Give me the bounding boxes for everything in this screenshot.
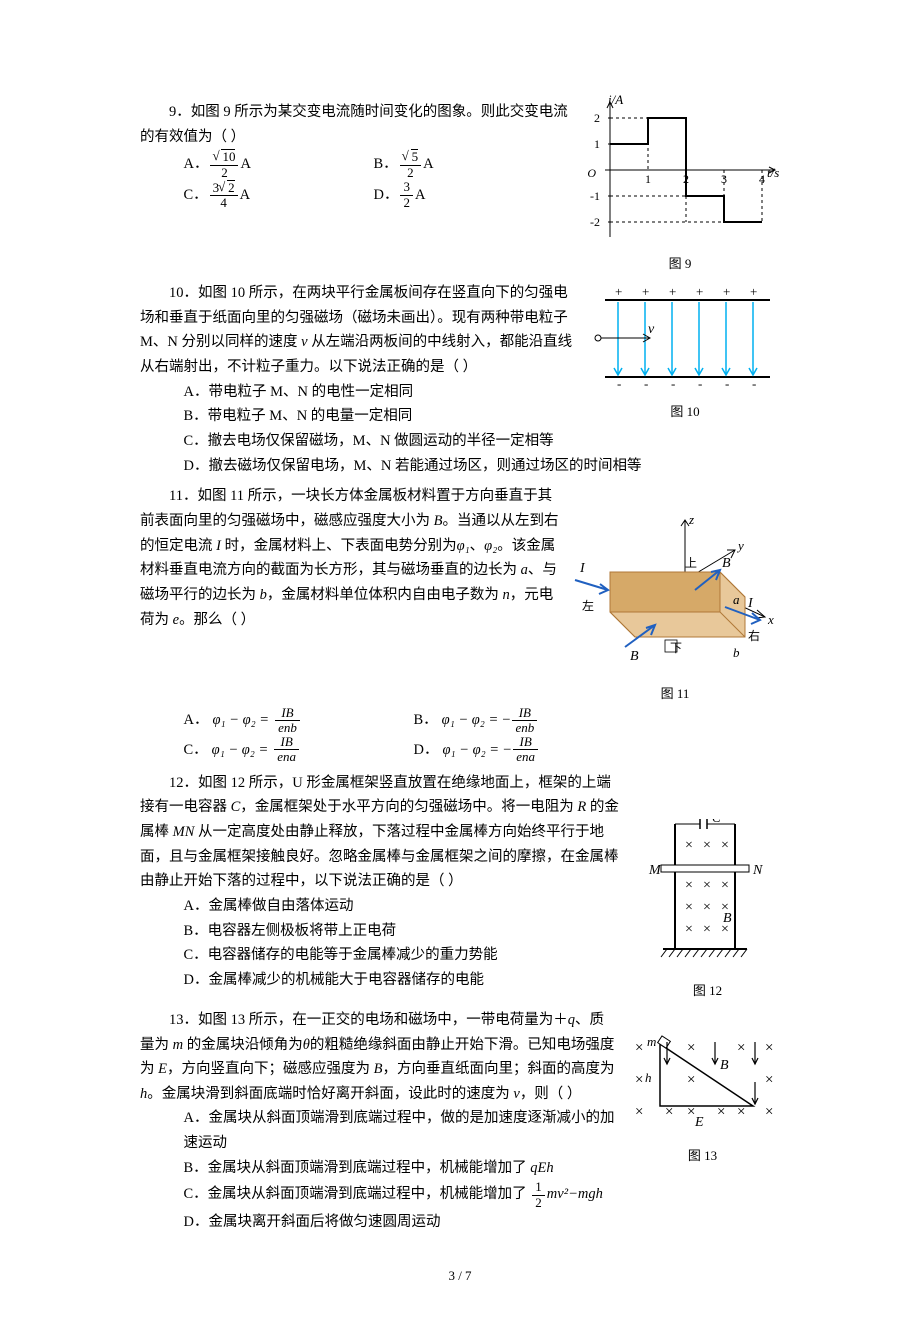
- svg-text:N: N: [752, 863, 763, 878]
- figure-11: z y x I I B B 左: [570, 512, 780, 705]
- question-9: i/A t/s 2 1 O -1 -2 1 2 3 4: [140, 100, 780, 275]
- svg-text:×: ×: [685, 922, 693, 937]
- svg-text:×: ×: [721, 878, 729, 893]
- q9-opt-c: C． 324 A: [184, 180, 334, 211]
- svg-text:×: ×: [687, 1040, 695, 1056]
- svg-text:+: +: [669, 285, 676, 299]
- svg-text:h: h: [645, 1070, 652, 1085]
- svg-text:-: -: [671, 376, 675, 390]
- svg-text:×: ×: [737, 1040, 745, 1056]
- svg-text:m: m: [647, 1034, 656, 1049]
- svg-text:I: I: [747, 596, 754, 611]
- svg-text:2: 2: [594, 111, 600, 125]
- svg-text:t/s: t/s: [767, 165, 779, 180]
- svg-text:C: C: [712, 819, 721, 825]
- svg-text:左: 左: [582, 598, 594, 613]
- svg-text:×: ×: [721, 838, 729, 853]
- svg-text:-: -: [698, 376, 702, 390]
- svg-text:×: ×: [703, 922, 711, 937]
- svg-text:×: ×: [635, 1040, 643, 1056]
- q11-opt-a: A． φ₁ − φ₂ = IBenb: [184, 706, 374, 736]
- figure-10: + + + + + + - - - - - - v 图 10: [590, 285, 780, 423]
- svg-text:B: B: [722, 556, 731, 571]
- svg-text:×: ×: [765, 1104, 773, 1120]
- svg-text:v: v: [648, 322, 655, 337]
- svg-text:-: -: [725, 376, 729, 390]
- svg-text:y: y: [736, 538, 744, 553]
- svg-text:×: ×: [685, 878, 693, 893]
- svg-text:×: ×: [765, 1040, 773, 1056]
- question-10: ++++++ ------ v 图 10 10．如图 10 所示，在两块平行金属…: [140, 281, 780, 478]
- svg-text:+: +: [696, 285, 703, 299]
- figure-13-caption: 图 13: [625, 1145, 780, 1167]
- svg-text:×: ×: [635, 1104, 643, 1120]
- diagram-incline: ×××× ××× ×××××× m h B E: [625, 1034, 780, 1134]
- svg-text:E: E: [694, 1115, 704, 1130]
- svg-text:M: M: [648, 863, 662, 878]
- figure-11-caption: 图 11: [570, 683, 780, 705]
- svg-text:×: ×: [685, 900, 693, 915]
- svg-text:右: 右: [748, 628, 760, 643]
- svg-text:-: -: [617, 376, 621, 390]
- chart-step: i/A t/s 2 1 O -1 -2 1 2 3 4: [580, 92, 780, 242]
- svg-text:×: ×: [635, 1072, 643, 1088]
- svg-text:+: +: [615, 285, 622, 299]
- svg-text:+: +: [750, 285, 757, 299]
- q10-opt-c: C．撤去电场仅保留磁场，M、N 做圆运动的半径一定相等: [140, 429, 780, 454]
- svg-text:+: +: [723, 285, 730, 299]
- svg-text:×: ×: [703, 878, 711, 893]
- svg-text:I: I: [579, 561, 586, 576]
- figure-13: ×××× ××× ×××××× m h B E 图 13: [625, 1034, 780, 1167]
- svg-text:×: ×: [687, 1072, 695, 1088]
- page-number: 3 / 7: [140, 1265, 780, 1287]
- question-11: z y x I I B B 左: [140, 484, 780, 764]
- figure-12: C M N ××× ××× ××× ××× B: [635, 819, 780, 1002]
- svg-text:b: b: [733, 645, 740, 660]
- svg-text:O: O: [587, 166, 596, 180]
- svg-text:×: ×: [685, 838, 693, 853]
- q11-opt-d: D． φ₁ − φ₂ = − IBena: [414, 735, 604, 765]
- question-13: ×××× ××× ×××××× m h B E 图 13 13．如图 13 所示…: [140, 1008, 780, 1235]
- svg-text:×: ×: [765, 1072, 773, 1088]
- diagram-uframe: C M N ××× ××× ××× ××× B: [635, 819, 780, 969]
- question-12: C M N ××× ××× ××× ××× B: [140, 771, 780, 1002]
- svg-text:-2: -2: [590, 215, 600, 229]
- q10-opt-d: D．撤去磁场仅保留电场，M、N 若能通过场区，则通过场区的时间相等: [140, 454, 780, 479]
- svg-text:-1: -1: [590, 189, 600, 203]
- q13-opt-c: C．金属块从斜面顶端滑到底端过程中，机械能增加了 12mv²−mgh: [140, 1180, 780, 1210]
- svg-text:B: B: [723, 911, 732, 926]
- figure-9: i/A t/s 2 1 O -1 -2 1 2 3 4: [580, 92, 780, 275]
- svg-text:a: a: [733, 592, 740, 607]
- svg-text:-: -: [752, 376, 756, 390]
- q13-opt-d: D．金属块离开斜面后将做匀速圆周运动: [140, 1210, 780, 1235]
- figure-10-caption: 图 10: [590, 401, 780, 423]
- diagram-hall: z y x I I B B 左: [570, 512, 780, 672]
- q11-opt-b: B． φ₁ − φ₂ = − IBenb: [414, 706, 604, 736]
- svg-text:1: 1: [594, 137, 600, 151]
- svg-text:B: B: [720, 1058, 729, 1073]
- q9-opt-a: A． 102 A: [184, 149, 334, 180]
- svg-text:1: 1: [645, 172, 651, 186]
- figure-12-caption: 图 12: [635, 980, 780, 1002]
- svg-text:B: B: [630, 649, 639, 664]
- q11-opt-c: C． φ₁ − φ₂ = IBena: [184, 735, 374, 765]
- q9-opt-d: D． 32 A: [374, 180, 524, 211]
- diagram-plates: + + + + + + - - - - - - v: [590, 285, 780, 390]
- figure-9-caption: 图 9: [580, 253, 780, 275]
- svg-text:z: z: [688, 512, 694, 527]
- svg-text:+: +: [642, 285, 649, 299]
- svg-text:下: 下: [670, 641, 682, 655]
- svg-text:x: x: [767, 612, 774, 627]
- svg-text:×: ×: [703, 838, 711, 853]
- svg-text:上: 上: [685, 556, 697, 570]
- svg-text:-: -: [644, 376, 648, 390]
- svg-text:×: ×: [703, 900, 711, 915]
- q9-opt-b: B． 52 A: [374, 149, 524, 180]
